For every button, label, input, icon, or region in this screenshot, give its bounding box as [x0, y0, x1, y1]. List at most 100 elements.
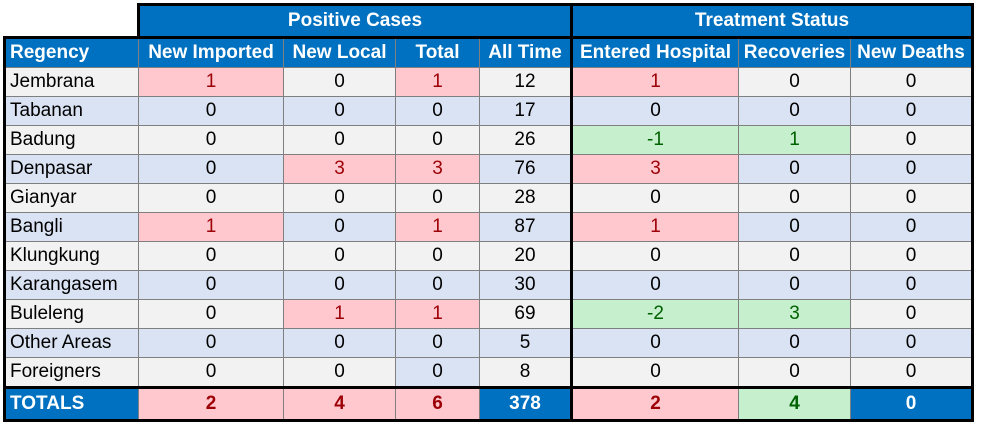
regency-cell[interactable]: Bangli	[3, 212, 139, 242]
total-cell[interactable]: 0	[395, 328, 480, 358]
new-imported-cell[interactable]: 0	[138, 270, 284, 300]
column-header-new-imported[interactable]: New Imported	[138, 37, 284, 68]
recoveries-cell[interactable]: 3	[738, 299, 851, 329]
new-imported-cell[interactable]: 1	[138, 212, 284, 242]
total-entered-hospital-cell[interactable]: 2	[571, 386, 739, 422]
recoveries-cell[interactable]: 0	[738, 183, 851, 213]
group-header-positive-cases[interactable]: Positive Cases	[137, 3, 573, 39]
all-time-cell[interactable]: 87	[479, 212, 573, 242]
regency-cell[interactable]: Gianyar	[3, 183, 139, 213]
new-deaths-cell[interactable]: 0	[850, 212, 974, 242]
new-local-cell[interactable]: 0	[283, 183, 396, 213]
new-local-cell[interactable]: 0	[283, 125, 396, 155]
regency-cell[interactable]: Tabanan	[3, 96, 139, 126]
entered-hospital-cell[interactable]: 0	[571, 241, 739, 271]
new-imported-cell[interactable]: 0	[138, 183, 284, 213]
new-local-cell[interactable]: 0	[283, 328, 396, 358]
regency-cell[interactable]: Jembrana	[3, 67, 139, 97]
all-time-cell[interactable]: 12	[479, 67, 573, 97]
new-imported-cell[interactable]: 0	[138, 241, 284, 271]
total-new-imported-cell[interactable]: 2	[138, 386, 284, 422]
new-deaths-cell[interactable]: 0	[850, 183, 974, 213]
total-cell[interactable]: 1	[395, 299, 480, 329]
corner-cell[interactable]	[4, 4, 139, 39]
total-cell[interactable]: 0	[395, 270, 480, 300]
new-local-cell[interactable]: 0	[283, 357, 396, 388]
recoveries-cell[interactable]: 0	[738, 67, 851, 97]
new-deaths-cell[interactable]: 0	[850, 125, 974, 155]
new-imported-cell[interactable]: 0	[138, 96, 284, 126]
total-new-local-cell[interactable]: 4	[283, 386, 396, 422]
new-imported-cell[interactable]: 1	[138, 67, 284, 97]
entered-hospital-cell[interactable]: 0	[571, 96, 739, 126]
all-time-cell[interactable]: 69	[479, 299, 573, 329]
regency-cell[interactable]: Badung	[3, 125, 139, 155]
new-local-cell[interactable]: 0	[283, 67, 396, 97]
new-imported-cell[interactable]: 0	[138, 328, 284, 358]
entered-hospital-cell[interactable]: 0	[571, 357, 739, 388]
all-time-cell[interactable]: 5	[479, 328, 573, 358]
recoveries-cell[interactable]: 0	[738, 328, 851, 358]
recoveries-cell[interactable]: 1	[738, 125, 851, 155]
total-cell[interactable]: 3	[395, 154, 480, 184]
entered-hospital-cell[interactable]: 1	[571, 212, 739, 242]
recoveries-cell[interactable]: 0	[738, 154, 851, 184]
all-time-cell[interactable]: 20	[479, 241, 573, 271]
all-time-cell[interactable]: 26	[479, 125, 573, 155]
new-deaths-cell[interactable]: 0	[850, 154, 974, 184]
totals-label[interactable]: TOTALS	[3, 386, 139, 422]
column-header-new-deaths[interactable]: New Deaths	[850, 37, 974, 68]
column-header-total[interactable]: Total	[395, 37, 480, 68]
column-header-regency[interactable]: Regency	[3, 37, 139, 68]
all-time-cell[interactable]: 30	[479, 270, 573, 300]
total-cell[interactable]: 0	[395, 183, 480, 213]
new-imported-cell[interactable]: 0	[138, 154, 284, 184]
recoveries-cell[interactable]: 0	[738, 241, 851, 271]
regency-cell[interactable]: Klungkung	[3, 241, 139, 271]
total-all-time-cell[interactable]: 378	[479, 386, 573, 422]
regency-cell[interactable]: Denpasar	[3, 154, 139, 184]
group-header-treatment-status[interactable]: Treatment Status	[571, 3, 974, 39]
entered-hospital-cell[interactable]: 1	[571, 67, 739, 97]
total-cell[interactable]: 1	[395, 67, 480, 97]
total-cell[interactable]: 0	[395, 241, 480, 271]
all-time-cell[interactable]: 17	[479, 96, 573, 126]
new-imported-cell[interactable]: 0	[138, 299, 284, 329]
regency-cell[interactable]: Other Areas	[3, 328, 139, 358]
new-imported-cell[interactable]: 0	[138, 125, 284, 155]
all-time-cell[interactable]: 8	[479, 357, 573, 388]
total-cell[interactable]: 0	[395, 96, 480, 126]
regency-cell[interactable]: Buleleng	[3, 299, 139, 329]
entered-hospital-cell[interactable]: 3	[571, 154, 739, 184]
new-local-cell[interactable]: 0	[283, 270, 396, 300]
new-deaths-cell[interactable]: 0	[850, 241, 974, 271]
entered-hospital-cell[interactable]: 0	[571, 270, 739, 300]
regency-cell[interactable]: Karangasem	[3, 270, 139, 300]
recoveries-cell[interactable]: 0	[738, 357, 851, 388]
regency-cell[interactable]: Foreigners	[3, 357, 139, 388]
new-local-cell[interactable]: 0	[283, 96, 396, 126]
new-deaths-cell[interactable]: 0	[850, 357, 974, 388]
entered-hospital-cell[interactable]: -2	[571, 299, 739, 329]
entered-hospital-cell[interactable]: -1	[571, 125, 739, 155]
new-deaths-cell[interactable]: 0	[850, 299, 974, 329]
column-header-new-local[interactable]: New Local	[283, 37, 396, 68]
total-total-cell[interactable]: 6	[395, 386, 480, 422]
new-local-cell[interactable]: 0	[283, 212, 396, 242]
new-local-cell[interactable]: 3	[283, 154, 396, 184]
new-deaths-cell[interactable]: 0	[850, 96, 974, 126]
all-time-cell[interactable]: 76	[479, 154, 573, 184]
new-local-cell[interactable]: 0	[283, 241, 396, 271]
entered-hospital-cell[interactable]: 0	[571, 328, 739, 358]
new-deaths-cell[interactable]: 0	[850, 270, 974, 300]
new-imported-cell[interactable]: 0	[138, 357, 284, 388]
total-cell[interactable]: 1	[395, 212, 480, 242]
total-cell[interactable]: 0	[395, 357, 480, 388]
column-header-recoveries[interactable]: Recoveries	[738, 37, 851, 68]
column-header-entered-hospital[interactable]: Entered Hospital	[571, 37, 739, 68]
recoveries-cell[interactable]: 0	[738, 96, 851, 126]
column-header-all-time[interactable]: All Time	[479, 37, 573, 68]
total-cell[interactable]: 0	[395, 125, 480, 155]
new-deaths-cell[interactable]: 0	[850, 67, 974, 97]
new-deaths-cell[interactable]: 0	[850, 328, 974, 358]
